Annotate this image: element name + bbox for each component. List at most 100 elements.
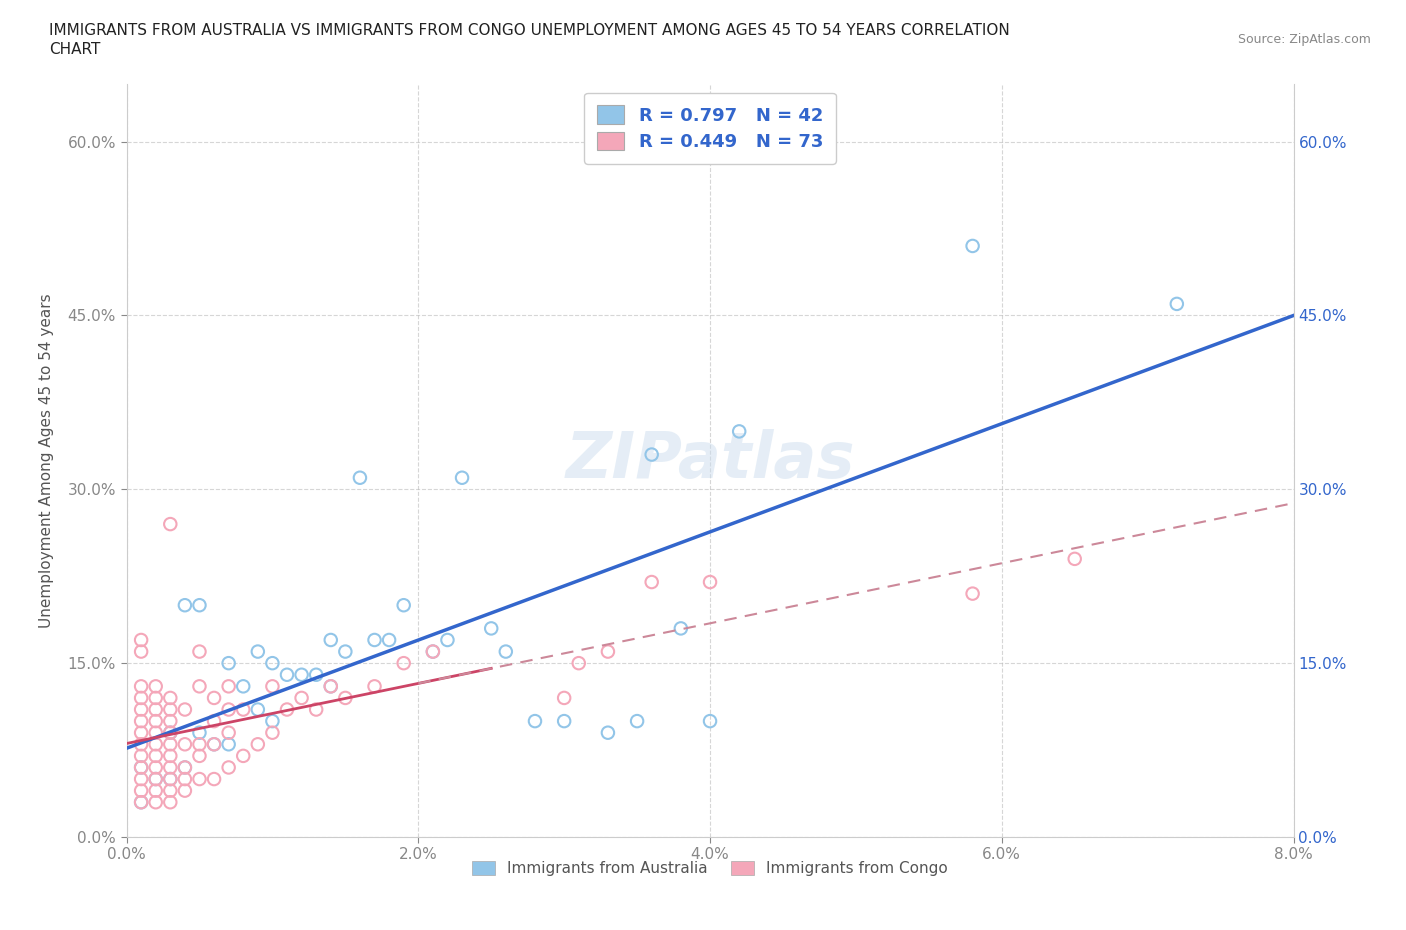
Point <box>553 690 575 705</box>
Point <box>202 737 225 751</box>
Point <box>159 725 181 740</box>
Point <box>246 737 269 751</box>
Point <box>174 772 197 787</box>
Point <box>218 679 240 694</box>
Point <box>218 656 240 671</box>
Point <box>129 713 152 728</box>
Point <box>451 471 474 485</box>
Point <box>202 772 225 787</box>
Point <box>378 632 401 647</box>
Point <box>129 725 152 740</box>
Point <box>174 760 197 775</box>
Point <box>479 621 502 636</box>
Point <box>159 517 181 532</box>
Point <box>1166 297 1188 312</box>
Point <box>495 644 517 659</box>
Point <box>699 575 721 590</box>
Point <box>145 749 167 764</box>
Point <box>159 725 181 740</box>
Point <box>392 656 415 671</box>
Point <box>640 447 664 462</box>
Point <box>218 737 240 751</box>
Point <box>145 713 167 728</box>
Point <box>129 795 152 810</box>
Point <box>305 668 328 683</box>
Point <box>363 679 385 694</box>
Point <box>335 690 357 705</box>
Text: ZIPatlas: ZIPatlas <box>565 430 855 491</box>
Point <box>392 598 415 613</box>
Point <box>159 772 181 787</box>
Point <box>129 783 152 798</box>
Point <box>145 737 167 751</box>
Point <box>596 644 619 659</box>
Point <box>145 772 167 787</box>
Point <box>349 471 371 485</box>
Point <box>305 702 328 717</box>
Point <box>129 679 152 694</box>
Point <box>262 713 284 728</box>
Point <box>262 679 284 694</box>
Point <box>145 725 167 740</box>
Point <box>568 656 591 671</box>
Point <box>232 749 254 764</box>
Point <box>699 713 721 728</box>
Point <box>145 690 167 705</box>
Point <box>262 656 284 671</box>
Point <box>174 702 197 717</box>
Point <box>962 238 984 253</box>
Point <box>129 760 152 775</box>
Point <box>159 772 181 787</box>
Point <box>640 575 664 590</box>
Point <box>290 690 312 705</box>
Point <box>335 644 357 659</box>
Point <box>232 702 254 717</box>
Point <box>232 679 254 694</box>
Point <box>188 725 211 740</box>
Point <box>174 737 197 751</box>
Point <box>174 760 197 775</box>
Text: IMMIGRANTS FROM AUSTRALIA VS IMMIGRANTS FROM CONGO UNEMPLOYMENT AMONG AGES 45 TO: IMMIGRANTS FROM AUSTRALIA VS IMMIGRANTS … <box>49 23 1010 38</box>
Point <box>290 668 312 683</box>
Point <box>422 644 444 659</box>
Point <box>159 795 181 810</box>
Point <box>1063 551 1085 566</box>
Point <box>188 737 211 751</box>
Point <box>145 702 167 717</box>
Point <box>202 713 225 728</box>
Point <box>218 702 240 717</box>
Point <box>188 644 211 659</box>
Point <box>159 760 181 775</box>
Point <box>246 644 269 659</box>
Point <box>129 795 152 810</box>
Point <box>159 737 181 751</box>
Point <box>669 621 692 636</box>
Point <box>129 644 152 659</box>
Point <box>218 725 240 740</box>
Point <box>319 679 342 694</box>
Point <box>218 760 240 775</box>
Point <box>129 737 152 751</box>
Point <box>159 749 181 764</box>
Point <box>145 679 167 694</box>
Text: CHART: CHART <box>49 42 101 57</box>
Point <box>626 713 648 728</box>
Point <box>596 725 619 740</box>
Point <box>728 424 751 439</box>
Point <box>553 713 575 728</box>
Y-axis label: Unemployment Among Ages 45 to 54 years: Unemployment Among Ages 45 to 54 years <box>39 293 53 628</box>
Point <box>246 702 269 717</box>
Point <box>319 679 342 694</box>
Point <box>159 702 181 717</box>
Point <box>276 702 298 717</box>
Point <box>129 690 152 705</box>
Point <box>145 772 167 787</box>
Point <box>436 632 458 647</box>
Point <box>174 783 197 798</box>
Point <box>319 632 342 647</box>
Point <box>962 586 984 601</box>
Point <box>188 772 211 787</box>
Point <box>202 690 225 705</box>
Point <box>276 668 298 683</box>
Point <box>129 702 152 717</box>
